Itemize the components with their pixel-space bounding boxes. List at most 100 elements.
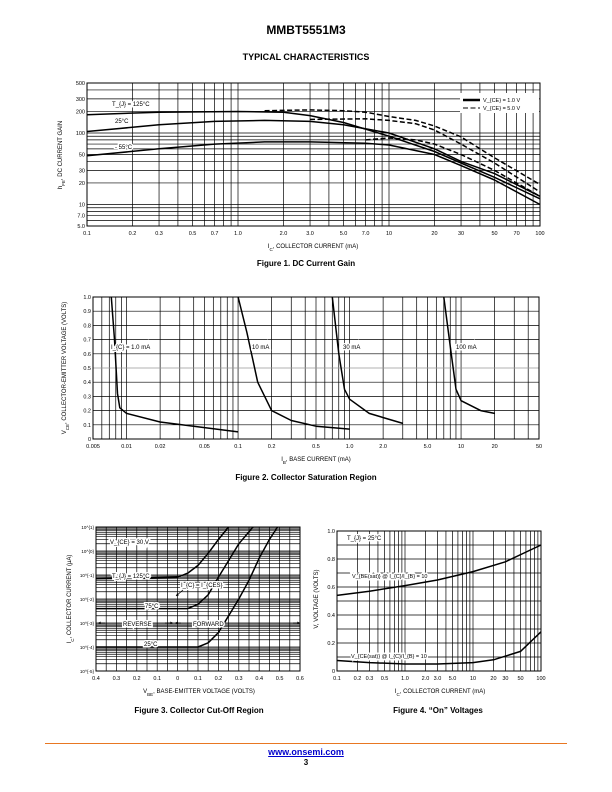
x-tick-label: 0.6 (296, 676, 304, 682)
y-tick-label: 0.3 (83, 394, 91, 400)
y-tick-label: 10^{-1} (80, 573, 95, 578)
x-tick-label: 20 (490, 676, 496, 682)
series-line (237, 296, 350, 430)
x-tick-label: 0.2 (268, 444, 276, 450)
x-tick-label: 0.7 (211, 231, 219, 237)
x-tick-label: 3.0 (306, 231, 314, 237)
section-title: TYPICAL CHARACTERISTICS (242, 52, 370, 62)
x-tick-label: 0.5 (312, 444, 320, 450)
x-tick-label: 0.5 (381, 676, 389, 682)
series-line (443, 296, 495, 415)
arrow-icon (175, 621, 178, 625)
x-tick-label: 50 (517, 676, 523, 682)
series-line (309, 118, 541, 193)
series-line (331, 296, 404, 425)
annotation-label: 10 mA (252, 345, 269, 351)
series-line (110, 296, 239, 433)
y-tick-label: 10^{-4} (80, 645, 95, 650)
annotation-label: REVERSE (123, 622, 152, 628)
y-tick-label: 0.6 (83, 352, 91, 358)
y-tick-label: 10^{1} (81, 525, 94, 530)
x-tick-label: 0.3 (366, 676, 374, 682)
y-tick-label: 0.8 (327, 557, 335, 563)
y-tick-label: 10 (79, 202, 85, 208)
x-tick-label: 0.2 (129, 231, 137, 237)
plot-frame (336, 530, 542, 672)
series-line (336, 631, 542, 665)
x-tick-label: 0 (176, 676, 179, 682)
arrow-icon (176, 593, 179, 596)
y-tick-label: 0.5 (83, 366, 91, 372)
y-tick-label: 30 (79, 168, 85, 174)
y-tick-label: 0.2 (327, 641, 335, 647)
x-tick-label: 30 (458, 231, 464, 237)
legend-label: V_{CE} = 1.0 V (483, 98, 520, 104)
x-tick-label: 1.0 (401, 676, 409, 682)
x-tick-label: 0.005 (86, 444, 100, 450)
y-tick-label: 0.4 (83, 380, 91, 386)
figure-3-caption: Figure 3. Collector Cut-Off Region (134, 706, 264, 715)
x-tick-label: 0.02 (155, 444, 166, 450)
annotation-label: I_{C} = I_{CES} (181, 583, 223, 589)
x-tick-label: 20 (431, 231, 437, 237)
series-line (86, 141, 541, 206)
x-axis-title: IC, COLLECTOR CURRENT (mA) (268, 244, 358, 252)
x-tick-label: 2.0 (280, 231, 288, 237)
x-tick-label: 100 (535, 231, 544, 237)
x-tick-label: 0.3 (113, 676, 121, 682)
series-line (86, 119, 541, 197)
series-line (96, 526, 279, 648)
y-axis-title: hFE, DC CURRENT GAIN (58, 121, 66, 189)
x-tick-label: 70 (514, 231, 520, 237)
y-tick-label: 7.0 (77, 214, 85, 220)
annotation-label: 75°C (145, 604, 159, 610)
annotation-label: V_{CE} = 30 V (110, 540, 149, 546)
x-tick-label: 0.3 (155, 231, 163, 237)
series-line (95, 526, 230, 580)
y-tick-label: 0.1 (83, 423, 91, 429)
annotation-label: V_{BE(sat)} @ I_{C}/I_{B} = 10 (352, 574, 427, 580)
y-tick-label: 10^{-5} (80, 669, 95, 674)
y-tick-label: 300 (76, 97, 85, 103)
y-axis-title: IC, COLLECTOR CURRENT (μA) (67, 555, 75, 644)
plot-frame (86, 82, 541, 227)
footer-website-link[interactable]: www.onsemi.com (268, 747, 344, 757)
y-tick-label: 1.0 (83, 295, 91, 301)
annotation-label: V_{CE(sat)} @ I_{C}/I_{B} = 10 (351, 654, 427, 660)
y-tick-label: 0.7 (83, 338, 91, 344)
x-tick-label: 0.5 (189, 231, 197, 237)
x-tick-label: 10 (458, 444, 464, 450)
x-axis-title: VBE, BASE-EMITTER VOLTAGE (VOLTS) (143, 689, 255, 697)
y-tick-label: 500 (76, 81, 85, 87)
y-axis-title: V, VOLTAGE (VOLTS) (314, 569, 320, 628)
y-tick-label: 5.0 (77, 224, 85, 230)
x-tick-label: 2.0 (422, 676, 430, 682)
arrow-icon (98, 621, 101, 625)
x-tick-label: 0.2 (354, 676, 362, 682)
series-line (264, 109, 541, 186)
annotation-label: T_{J} = 125°C (112, 574, 150, 580)
annotation-label: 25°C (144, 642, 158, 648)
series-line (336, 544, 542, 597)
x-tick-label: 30 (502, 676, 508, 682)
x-axis-title: IB, BASE CURRENT (mA) (281, 457, 351, 465)
arrow-icon (297, 621, 300, 625)
y-tick-label: 10^{-2} (80, 597, 95, 602)
plot-frame (92, 296, 540, 440)
x-tick-label: 0.2 (215, 676, 223, 682)
x-tick-label: 0.01 (121, 444, 132, 450)
annotation-label: 100 mA (456, 345, 477, 351)
x-tick-label: 2.0 (379, 444, 387, 450)
figure-1-caption: Figure 1. DC Current Gain (256, 259, 356, 268)
x-tick-label: 5.0 (340, 231, 348, 237)
figure-4-caption: Figure 4. “On” Voltages (393, 706, 483, 715)
x-tick-label: 50 (491, 231, 497, 237)
y-tick-label: 10^{-3} (80, 621, 95, 626)
legend-label: V_{CE} = 5.0 V (483, 106, 520, 112)
x-tick-label: 0.4 (92, 676, 100, 682)
y-tick-label: 10^{0} (81, 549, 94, 554)
x-tick-label: 0.1 (234, 444, 242, 450)
x-tick-label: 10 (386, 231, 392, 237)
annotation-label: 25°C (115, 119, 129, 125)
x-tick-label: 0.1 (333, 676, 341, 682)
